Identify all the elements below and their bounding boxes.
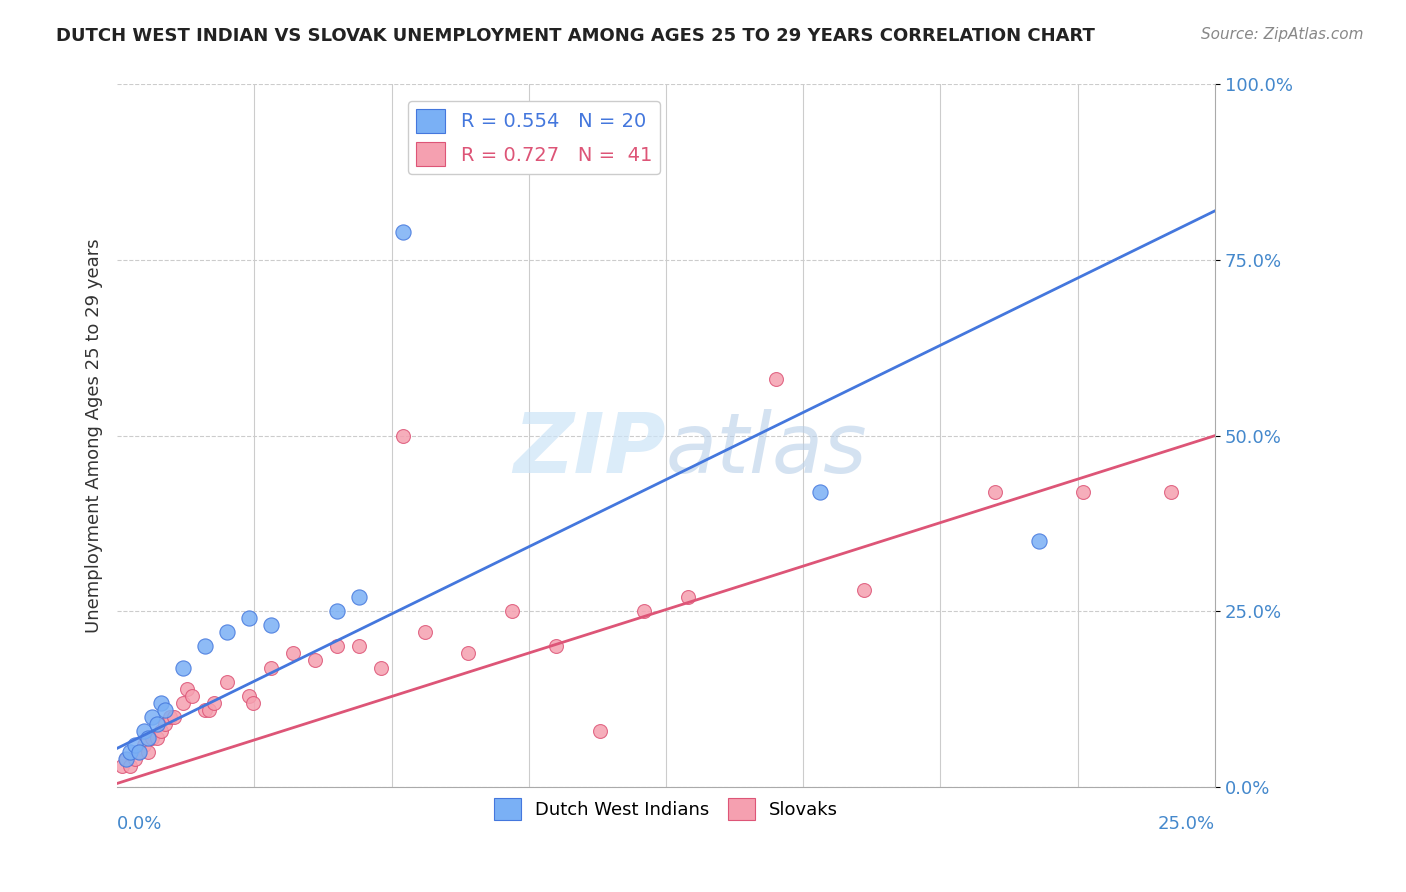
Text: 25.0%: 25.0% [1157, 815, 1215, 833]
Point [172, 696, 194, 710]
Point [145, 716, 167, 731]
Point [242, 696, 264, 710]
Point [215, 625, 238, 640]
Text: Source: ZipAtlas.com: Source: ZipAtlas.com [1201, 27, 1364, 42]
Point [391, 428, 413, 442]
Text: atlas: atlas [666, 409, 868, 491]
Point [163, 709, 186, 723]
Point [238, 611, 260, 625]
Point [115, 752, 138, 766]
Point [391, 225, 413, 239]
Point [202, 696, 225, 710]
Point [1071, 484, 1094, 499]
Point [281, 647, 304, 661]
Point [1160, 484, 1182, 499]
Point [1028, 534, 1050, 549]
Point [589, 723, 612, 738]
Point [260, 660, 283, 674]
Point [238, 689, 260, 703]
Point [370, 660, 392, 674]
Point [155, 703, 177, 717]
Point [136, 745, 159, 759]
Point [110, 759, 132, 773]
Point [128, 745, 150, 759]
Y-axis label: Unemployment Among Ages 25 to 29 years: Unemployment Among Ages 25 to 29 years [86, 238, 103, 633]
Point [194, 640, 217, 654]
Point [808, 484, 831, 499]
Point [115, 752, 138, 766]
Point [413, 625, 436, 640]
Point [150, 696, 173, 710]
Point [159, 709, 181, 723]
Text: ZIP: ZIP [513, 409, 666, 491]
Point [347, 591, 370, 605]
Point [546, 640, 568, 654]
Point [172, 660, 194, 674]
Point [141, 709, 163, 723]
Point [128, 745, 150, 759]
Point [176, 681, 198, 696]
Point [765, 372, 787, 386]
Point [501, 604, 523, 618]
Point [215, 674, 238, 689]
Point [198, 703, 221, 717]
Point [347, 640, 370, 654]
Point [325, 604, 347, 618]
Point [132, 723, 155, 738]
Point [325, 640, 347, 654]
Point [141, 731, 163, 745]
Point [676, 591, 699, 605]
Point [155, 716, 177, 731]
Point [984, 484, 1007, 499]
Text: DUTCH WEST INDIAN VS SLOVAK UNEMPLOYMENT AMONG AGES 25 TO 29 YEARS CORRELATION C: DUTCH WEST INDIAN VS SLOVAK UNEMPLOYMENT… [56, 27, 1095, 45]
Point [124, 752, 146, 766]
Point [136, 731, 159, 745]
Point [633, 604, 655, 618]
Legend: Dutch West Indians, Slovaks: Dutch West Indians, Slovaks [486, 790, 845, 827]
Point [180, 689, 202, 703]
Point [457, 647, 479, 661]
Point [852, 583, 875, 598]
Point [150, 723, 173, 738]
Text: 0.0%: 0.0% [117, 815, 163, 833]
Point [194, 703, 217, 717]
Point [260, 618, 283, 632]
Point [120, 745, 142, 759]
Point [132, 738, 155, 752]
Point [124, 738, 146, 752]
Point [120, 759, 142, 773]
Point [304, 653, 326, 667]
Point [145, 731, 167, 745]
